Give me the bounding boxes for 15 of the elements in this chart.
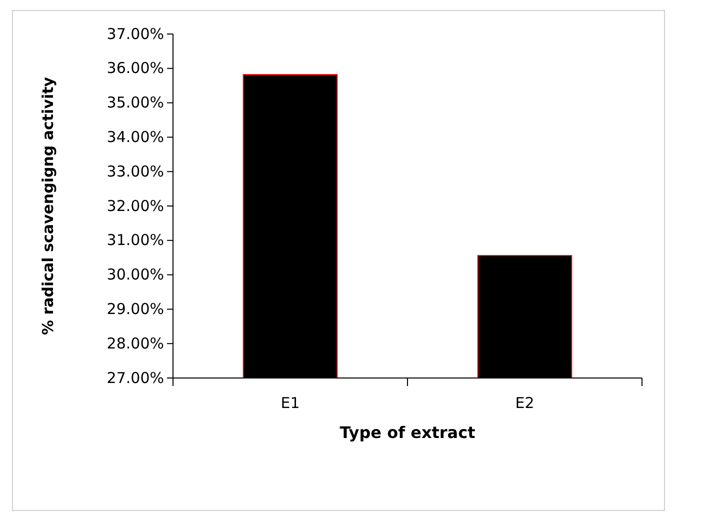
- y-tick-label: 34.00%: [106, 128, 164, 146]
- y-tick-label: 29.00%: [106, 300, 164, 318]
- y-tick-label: 33.00%: [106, 162, 164, 180]
- y-tick-label: 36.00%: [106, 59, 164, 78]
- y-tick-label: 35.00%: [106, 94, 164, 112]
- x-axis-title: Type of extract: [340, 423, 476, 442]
- y-tick-label: 28.00%: [106, 334, 164, 352]
- y-tick-label: 30.00%: [106, 266, 164, 284]
- x-tick-label: E2: [515, 394, 534, 412]
- y-tick-label: 31.00%: [106, 231, 164, 250]
- y-tick-label: 32.00%: [106, 196, 164, 215]
- y-tick-label: 27.00%: [106, 368, 164, 387]
- y-tick-label: 37.00%: [106, 24, 164, 43]
- x-tick-label: E1: [280, 394, 300, 412]
- y-axis-title: % radical scavengigng activity: [39, 76, 57, 336]
